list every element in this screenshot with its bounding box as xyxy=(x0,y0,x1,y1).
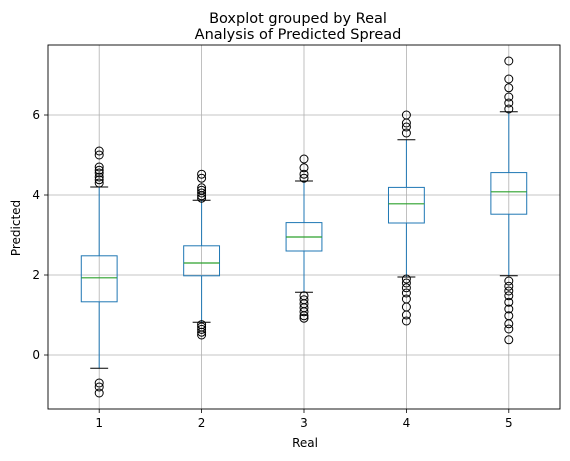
y-tick-label: 4 xyxy=(32,188,40,202)
x-axis-label: Real xyxy=(292,436,318,450)
outlier-point xyxy=(504,286,514,296)
outlier-point xyxy=(94,382,104,392)
outlier-point xyxy=(504,98,514,108)
x-tick-label: 1 xyxy=(95,416,103,430)
outlier-point xyxy=(94,165,104,175)
iqr-box xyxy=(80,255,118,303)
outlier-point xyxy=(94,378,104,388)
outlier-point xyxy=(504,83,514,93)
outlier-point xyxy=(401,278,411,288)
x-tick-label: 4 xyxy=(403,416,411,430)
outlier-point xyxy=(197,173,207,183)
outlier-point xyxy=(299,169,309,179)
outlier-point xyxy=(197,169,207,179)
outlier-point xyxy=(197,183,207,193)
outlier-point xyxy=(504,56,514,66)
outlier-point xyxy=(504,291,514,301)
grid-lines xyxy=(48,45,560,409)
outlier-point xyxy=(504,304,514,314)
outlier-point xyxy=(94,162,104,172)
x-tick-label: 5 xyxy=(505,416,513,430)
x-tick-label: 2 xyxy=(198,416,206,430)
outlier-point xyxy=(401,274,411,284)
outlier-point xyxy=(94,178,104,188)
x-tick-label: 3 xyxy=(300,416,308,430)
outlier-point xyxy=(504,324,514,334)
outlier-point xyxy=(401,128,411,138)
axes-layer: 0 2 4 6 1 2 3 4 5 xyxy=(32,44,561,430)
outlier-point xyxy=(504,281,514,291)
iqr-box xyxy=(183,245,221,277)
outlier-point xyxy=(94,168,104,178)
chart-title: Analysis of Predicted Spread xyxy=(195,27,402,43)
outlier-point xyxy=(504,335,514,345)
outlier-point xyxy=(299,313,309,323)
outlier-point xyxy=(94,175,104,185)
outlier-point xyxy=(197,322,207,332)
outlier-point xyxy=(197,188,207,198)
outlier-point xyxy=(299,291,309,301)
y-tick-label: 2 xyxy=(32,268,40,282)
outlier-point xyxy=(94,388,104,398)
outlier-point xyxy=(197,185,207,195)
outlier-point xyxy=(401,294,411,304)
y-tick-label: 6 xyxy=(32,108,40,122)
outlier-point xyxy=(401,288,411,298)
iqr-box xyxy=(387,186,425,224)
outlier-point xyxy=(299,163,309,173)
outlier-point xyxy=(299,173,309,183)
box-group-3 xyxy=(285,154,323,323)
box-group-2 xyxy=(183,169,221,340)
outlier-point xyxy=(504,104,514,114)
iqr-box xyxy=(490,172,528,215)
outlier-point xyxy=(401,110,411,120)
outlier-point xyxy=(504,92,514,102)
box-group-4 xyxy=(387,110,425,326)
y-tick-label: 0 xyxy=(32,348,40,362)
outlier-point xyxy=(504,74,514,84)
outlier-point xyxy=(197,320,207,330)
outlier-point xyxy=(401,316,411,326)
chart-suptitle: Boxplot grouped by Real xyxy=(209,11,387,27)
outlier-point xyxy=(504,276,514,286)
outlier-point xyxy=(504,297,514,307)
box-group-1 xyxy=(80,146,118,398)
outlier-point xyxy=(94,146,104,156)
outlier-point xyxy=(401,283,411,293)
outlier-point xyxy=(94,150,104,160)
box-group-5 xyxy=(490,56,528,345)
outlier-point xyxy=(299,295,309,305)
y-axis-label: Predicted xyxy=(9,200,23,256)
outlier-point xyxy=(94,172,104,182)
outlier-point xyxy=(197,324,207,334)
boxes-layer xyxy=(80,56,528,398)
outlier-point xyxy=(504,311,514,321)
outlier-point xyxy=(401,122,411,132)
outlier-point xyxy=(299,154,309,164)
